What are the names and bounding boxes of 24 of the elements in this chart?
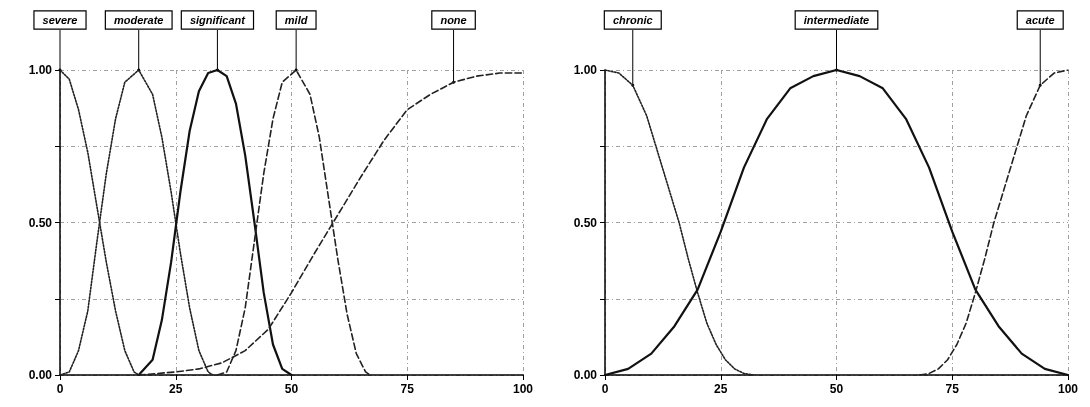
annotation: moderate xyxy=(113,14,164,26)
x-tick-label: 50 xyxy=(829,382,844,396)
y-tick-label: 0.50 xyxy=(573,215,598,230)
x-tick-label: 25 xyxy=(714,382,728,396)
annotation: intermediate xyxy=(803,14,870,26)
x-tick-label: 75 xyxy=(945,382,960,396)
annotation: severe xyxy=(42,14,78,26)
x-tick-label: 0 xyxy=(56,382,64,396)
y-tick-label: 0.00 xyxy=(28,368,53,382)
x-tick-label: 50 xyxy=(284,382,299,396)
y-tick-label: 0.00 xyxy=(573,368,598,382)
x-tick-label: 100 xyxy=(512,382,534,396)
y-tick-label: 1.00 xyxy=(28,63,53,77)
annotation: none xyxy=(440,14,467,26)
x-tick-label: 25 xyxy=(169,382,183,396)
annotation: mild xyxy=(284,14,308,26)
y-tick-label: 1.00 xyxy=(573,63,598,77)
x-tick-label: 0 xyxy=(601,382,609,396)
x-tick-label: 75 xyxy=(400,382,415,396)
annotation: significant xyxy=(189,14,247,26)
annotation: acute xyxy=(1025,14,1055,26)
annotation: chronic xyxy=(612,14,653,26)
x-tick-label: 100 xyxy=(1057,382,1079,396)
y-tick-label: 0.50 xyxy=(28,215,53,230)
